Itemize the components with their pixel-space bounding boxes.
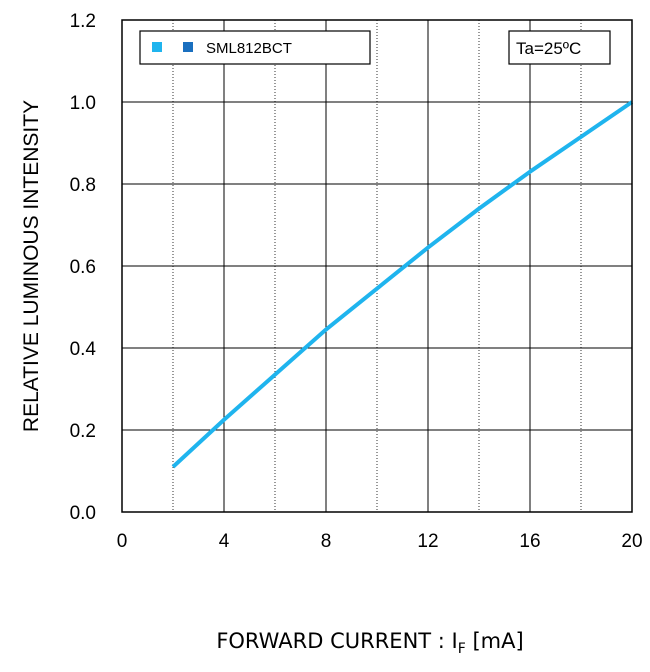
x-tick-label: 4 bbox=[219, 531, 230, 552]
x-tick-label: 20 bbox=[621, 531, 642, 552]
plot-border bbox=[121, 19, 633, 513]
x-tick-label: 16 bbox=[519, 531, 540, 552]
x-axis-title-subscript: F bbox=[458, 641, 466, 657]
x-axis-title-unit: [mA] bbox=[466, 629, 524, 653]
y-tick-label: 0.4 bbox=[70, 339, 97, 360]
x-tick-label: 0 bbox=[117, 531, 128, 552]
legend-box bbox=[139, 30, 371, 65]
temperature-annotation: Ta=25ºC bbox=[516, 39, 581, 58]
y-tick-label: 0.0 bbox=[70, 503, 96, 524]
y-tick-label: 1.0 bbox=[70, 93, 96, 114]
x-axis-title: FORWARD CURRENT : IF [mA] bbox=[216, 629, 523, 657]
legend-label: SML812BCT bbox=[206, 40, 292, 57]
x-tick-label: 12 bbox=[417, 531, 438, 552]
y-tick-label: 0.2 bbox=[70, 421, 96, 442]
series-line-sml812bct bbox=[171, 100, 634, 469]
legend: SML812BCT bbox=[139, 30, 371, 65]
annotation: Ta=25ºC bbox=[508, 30, 611, 65]
y-tick-label: 0.6 bbox=[70, 257, 96, 278]
grid bbox=[122, 20, 632, 512]
y-tick-label: 1.2 bbox=[70, 11, 96, 32]
annotation-box bbox=[508, 30, 611, 65]
y-tick-labels: 0.0 0.2 0.4 0.6 0.8 1.0 1.2 bbox=[70, 11, 97, 524]
y-axis-title: RELATIVE LUMINOUS INTENSITY bbox=[20, 100, 43, 432]
legend-swatch-light bbox=[152, 42, 162, 52]
x-tick-labels: 0 4 8 12 16 20 bbox=[117, 531, 643, 552]
legend-swatch-dark bbox=[183, 42, 193, 52]
y-tick-label: 0.8 bbox=[70, 175, 96, 196]
x-tick-label: 8 bbox=[321, 531, 332, 552]
x-axis-title-main: FORWARD CURRENT : I bbox=[216, 629, 457, 653]
